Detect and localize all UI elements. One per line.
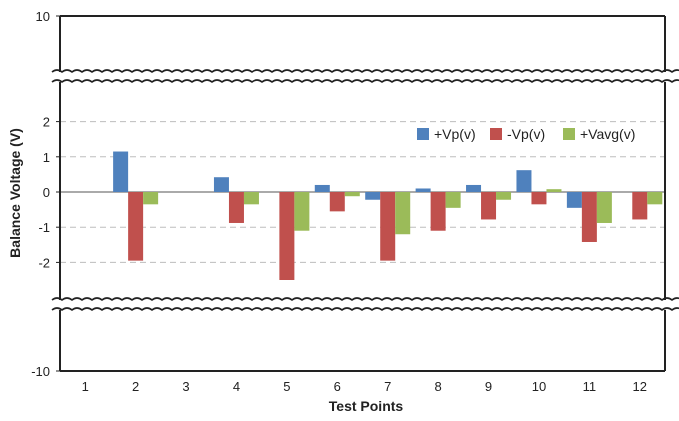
- bar-series-3-cat-7: [395, 192, 411, 235]
- legend: +Vp(v) -Vp(v) +Vavg(v): [417, 126, 635, 142]
- x-tick-label: 8: [435, 379, 442, 394]
- y-axis-title: Balance Voltage (V): [7, 128, 23, 258]
- axis-break-band-2: [50, 300, 675, 310]
- x-tick-label: 7: [384, 379, 391, 394]
- y-tick-label: 0: [43, 185, 50, 200]
- axis-break-line: [51, 69, 679, 74]
- bar-series-1-cat-8: [415, 188, 431, 192]
- axis-break-band-1: [50, 72, 675, 82]
- bar-series-3-cat-10: [546, 189, 562, 192]
- x-tick-labels: 1 2 3 4 5 6 7 8 9 10 11 12: [82, 379, 647, 394]
- x-axis-title: Test Points: [329, 398, 404, 414]
- legend-swatch: [490, 128, 502, 140]
- legend-label: +Vp(v): [434, 126, 476, 142]
- bar-series-1-cat-6: [314, 184, 330, 192]
- x-tick-label: 9: [485, 379, 492, 394]
- bar-series-2-cat-7: [380, 192, 396, 261]
- x-tick-label: 12: [633, 379, 647, 394]
- axis-break-line: [51, 297, 679, 302]
- x-tick-label: 4: [233, 379, 240, 394]
- bar-series-1-cat-7: [365, 192, 381, 200]
- bar-series-1-cat-11: [566, 192, 582, 208]
- plot-frame: [59, 15, 666, 372]
- bar-series-2-cat-2: [128, 192, 144, 261]
- legend-label: -Vp(v): [507, 126, 545, 142]
- y-tick-label: -1: [38, 220, 50, 235]
- axis-break-line: [51, 79, 679, 84]
- bar-series-3-cat-11: [596, 192, 612, 223]
- bar-series-2-cat-11: [581, 192, 597, 242]
- bar-series-2-cat-12: [632, 192, 648, 220]
- bar-series-3-cat-4: [243, 192, 259, 205]
- bars: [113, 151, 663, 280]
- bar-series-2-cat-5: [279, 192, 295, 280]
- x-tick-label: 11: [583, 379, 597, 394]
- bar-series-1-cat-2: [113, 151, 129, 192]
- x-tick-label: 10: [532, 379, 546, 394]
- legend-label: +Vavg(v): [580, 126, 635, 142]
- x-tick-label: 2: [132, 379, 139, 394]
- bar-series-1-cat-9: [466, 184, 482, 192]
- y-tick-label: 10: [36, 9, 50, 24]
- x-tick-label: 3: [182, 379, 189, 394]
- y-tick-label: 1: [43, 150, 50, 165]
- bar-series-1-cat-4: [213, 177, 229, 192]
- y-tick-label: 2: [43, 115, 50, 130]
- x-tick-label: 1: [82, 379, 89, 394]
- axis-breaks: [50, 69, 679, 312]
- legend-swatch: [417, 128, 429, 140]
- bar-series-1-cat-10: [516, 170, 532, 192]
- bar-series-2-cat-9: [481, 192, 497, 220]
- gridlines: [60, 121, 665, 263]
- bar-series-2-cat-4: [228, 192, 244, 223]
- bar-series-2-cat-6: [329, 192, 345, 212]
- bar-series-3-cat-2: [143, 192, 159, 205]
- bar-series-2-cat-10: [531, 192, 547, 205]
- bar-series-3-cat-6: [344, 192, 360, 197]
- legend-swatch: [563, 128, 575, 140]
- bar-series-3-cat-5: [294, 192, 310, 231]
- bar-series-2-cat-8: [430, 192, 446, 231]
- y-tick-label: -10: [31, 364, 50, 379]
- bar-series-3-cat-12: [647, 192, 663, 205]
- bar-series-3-cat-8: [445, 192, 461, 208]
- x-tick-label: 5: [283, 379, 290, 394]
- axis-break-line: [51, 307, 679, 312]
- x-tick-label: 6: [334, 379, 341, 394]
- bar-series-3-cat-9: [496, 192, 512, 200]
- y-tick-label: -2: [38, 255, 50, 270]
